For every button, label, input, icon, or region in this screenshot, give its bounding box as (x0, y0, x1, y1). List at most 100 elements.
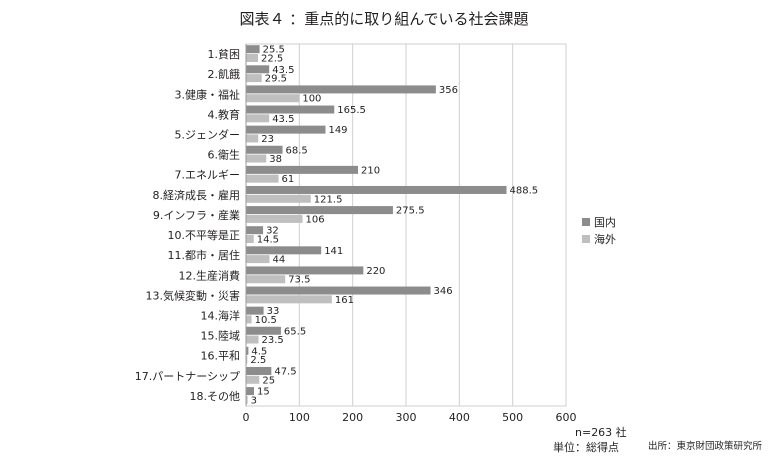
value-label: 10.5 (255, 315, 277, 326)
bar-domestic (246, 45, 260, 54)
value-label: 275.5 (396, 206, 425, 217)
value-label: 3 (251, 395, 257, 406)
value-label: 61 (282, 174, 295, 185)
bar-overseas (246, 375, 260, 384)
value-label: 14.5 (257, 235, 279, 246)
value-label: 4.5 (251, 346, 267, 357)
value-label: 25.5 (263, 45, 285, 56)
value-label: 38 (269, 154, 282, 165)
bar-overseas (246, 335, 259, 344)
category-label: 6.衛生 (208, 148, 241, 162)
x-tick-label: 600 (556, 411, 577, 424)
bar-overseas (246, 74, 262, 83)
value-label: 68.5 (286, 145, 308, 156)
category-label: 15.陸域 (201, 330, 241, 343)
bar-domestic (246, 165, 358, 174)
sample-size-note: n=263 社 (575, 426, 627, 439)
bar-domestic (246, 246, 322, 255)
bar-overseas (246, 154, 267, 163)
value-label: 2.5 (250, 355, 266, 366)
bar-domestic (246, 65, 270, 74)
bar-overseas (246, 355, 248, 364)
category-label: 18.その他 (190, 390, 241, 403)
category-label: 7.エネルギー (175, 169, 241, 182)
bar-overseas (246, 94, 300, 103)
legend-swatch (582, 218, 590, 226)
x-tick-label: 0 (243, 411, 250, 424)
bar-domestic (246, 286, 431, 295)
bar-domestic (246, 85, 436, 94)
category-label: 4.教育 (208, 107, 241, 121)
value-label: 15 (257, 387, 270, 398)
category-label: 14.海洋 (201, 309, 241, 323)
x-tick-label: 500 (502, 411, 523, 424)
value-label: 47.5 (274, 366, 296, 377)
category-label: 12.生産消費 (179, 268, 241, 282)
bar-domestic (246, 145, 283, 154)
category-label: 10.不平等是正 (168, 228, 241, 242)
category-label: 2.飢餓 (208, 67, 241, 81)
chart-title: 図表４ ：重点的に取り組んでいる社会課題 (239, 10, 529, 28)
value-label: 488.5 (510, 185, 539, 196)
bar-overseas (246, 275, 286, 284)
value-label: 65.5 (284, 326, 306, 337)
legend-label: 海外 (594, 232, 616, 246)
value-label: 149 (328, 125, 347, 136)
source-note: 出所：東京財団政策研究所 (648, 441, 763, 452)
value-label: 29.5 (265, 74, 287, 85)
bar-overseas (246, 54, 258, 62)
value-label: 106 (306, 214, 325, 225)
value-label: 356 (439, 85, 458, 96)
x-tick-label: 200 (342, 411, 363, 424)
value-label: 141 (324, 246, 343, 257)
value-label: 210 (361, 165, 380, 176)
unit-note: 単位：総得点 (553, 441, 619, 454)
value-label: 44 (272, 255, 285, 266)
x-tick-label: 300 (396, 411, 417, 424)
category-label: 17.パートナーシップ (135, 370, 240, 383)
bar-overseas (246, 194, 311, 203)
bar-overseas (246, 174, 279, 183)
bar-domestic (246, 366, 272, 375)
category-label: 3.健康・福祉 (175, 87, 241, 101)
value-label: 43.5 (272, 65, 294, 76)
bar-overseas (246, 255, 270, 264)
value-label: 220 (366, 266, 385, 277)
bar-overseas (246, 235, 254, 243)
bar-domestic (246, 306, 264, 315)
bar-domestic (246, 266, 364, 275)
bar-overseas (246, 134, 259, 143)
value-label: 100 (302, 94, 321, 105)
bar-domestic (246, 346, 249, 355)
bar-overseas (246, 214, 303, 223)
bar-domestic (246, 326, 281, 335)
value-label: 346 (434, 286, 453, 297)
bar-domestic (246, 125, 326, 134)
category-label: 13.気候変動・災害 (146, 288, 241, 302)
value-label: 161 (335, 295, 354, 306)
category-label: 1.貧困 (208, 48, 241, 61)
value-label: 73.5 (288, 275, 310, 286)
value-label: 33 (267, 306, 280, 317)
bar-domestic (246, 206, 393, 215)
value-label: 121.5 (314, 194, 343, 205)
bar-domestic (246, 387, 254, 396)
value-label: 32 (266, 226, 279, 237)
value-label: 43.5 (272, 114, 294, 125)
bar-overseas (246, 395, 248, 404)
legend-label: 国内 (594, 215, 616, 229)
category-label: 9.インフラ・産業 (153, 209, 240, 222)
bar-overseas (246, 114, 270, 123)
value-label: 25 (262, 375, 275, 386)
legend-swatch (582, 235, 590, 243)
x-tick-label: 400 (449, 411, 470, 424)
bar-domestic (246, 226, 264, 235)
category-label: 16.平和 (201, 350, 241, 363)
category-label: 11.都市・居住 (168, 248, 241, 262)
value-label: 165.5 (337, 105, 366, 116)
category-label: 8.経済成長・雇用 (153, 188, 241, 202)
category-label: 5.ジェンダー (175, 128, 241, 142)
value-label: 22.5 (261, 54, 283, 65)
value-label: 23 (261, 134, 274, 145)
